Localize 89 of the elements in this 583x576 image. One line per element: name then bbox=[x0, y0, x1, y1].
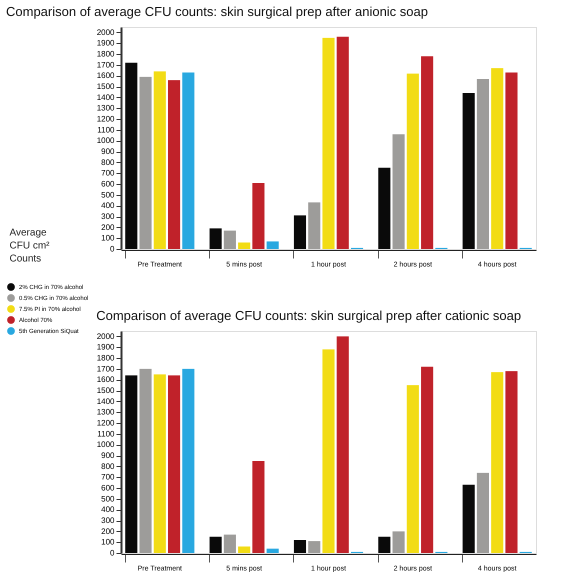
y-tick-label: 900 bbox=[101, 451, 116, 460]
chart-title: Comparison of average CFU counts: skin surgical prep after anionic soap bbox=[6, 4, 428, 19]
y-tick-label: 500 bbox=[101, 190, 116, 200]
y-tick-label: 700 bbox=[101, 472, 116, 482]
bar bbox=[224, 230, 236, 249]
bar bbox=[154, 374, 166, 553]
y-tick-label: 600 bbox=[101, 180, 116, 189]
y-tick-label: 1100 bbox=[97, 429, 116, 438]
y-tick-label: 1100 bbox=[97, 125, 116, 134]
y-tick-label: 2000 bbox=[96, 28, 116, 37]
y-tick-label: 800 bbox=[101, 462, 116, 471]
y-tick-label: 1900 bbox=[96, 38, 116, 48]
bar bbox=[421, 366, 434, 553]
bar bbox=[462, 93, 475, 249]
bar bbox=[224, 534, 236, 553]
bar bbox=[421, 56, 434, 249]
y-tick-label: 200 bbox=[101, 222, 116, 232]
bar bbox=[168, 375, 180, 553]
bar bbox=[308, 202, 320, 249]
y-tick-label: 1600 bbox=[96, 71, 116, 80]
y-tick-label: 1700 bbox=[96, 364, 116, 374]
bar bbox=[154, 71, 166, 249]
y-tick-label: 0 bbox=[110, 548, 116, 558]
y-tick-label: 100 bbox=[101, 234, 116, 243]
y-tick-label: 1500 bbox=[96, 82, 116, 92]
bar bbox=[182, 368, 194, 553]
bar bbox=[210, 228, 222, 249]
bar bbox=[378, 168, 390, 249]
y-tick-label: 1300 bbox=[96, 408, 116, 417]
y-tick-label: 400 bbox=[101, 201, 116, 210]
bar bbox=[392, 134, 405, 249]
bar bbox=[139, 76, 152, 249]
y-tick-label: 1700 bbox=[96, 60, 116, 70]
bar bbox=[476, 78, 489, 249]
y-tick-label: 1000 bbox=[96, 440, 116, 450]
y-axis-title: Average CFU cm² Counts bbox=[10, 228, 50, 264]
y-tick-label: 300 bbox=[101, 516, 116, 526]
y-tick-label: 1600 bbox=[96, 375, 116, 384]
bar bbox=[336, 336, 349, 553]
y-tick-label: 1400 bbox=[96, 396, 116, 406]
y-tick-label: 1900 bbox=[96, 342, 116, 352]
chart-title: Comparison of average CFU counts: skin surgical prep after cationic soap bbox=[96, 308, 522, 323]
y-tick-label: 1500 bbox=[96, 386, 116, 396]
bar bbox=[252, 182, 264, 249]
bar bbox=[322, 349, 335, 553]
y-tick-label: 500 bbox=[101, 494, 116, 504]
bar bbox=[168, 80, 180, 249]
y-tick-label: 1300 bbox=[96, 104, 116, 113]
bar bbox=[406, 385, 419, 553]
bar bbox=[322, 38, 335, 249]
y-tick-label: 700 bbox=[101, 168, 116, 178]
bar bbox=[139, 368, 152, 553]
y-tick-label: 200 bbox=[101, 526, 116, 536]
bar bbox=[336, 36, 349, 249]
bar bbox=[182, 72, 194, 249]
bar bbox=[238, 242, 250, 249]
bar bbox=[462, 484, 475, 553]
bar bbox=[491, 372, 504, 553]
bar bbox=[476, 472, 489, 553]
y-tick-label: 1400 bbox=[96, 92, 116, 102]
bar bbox=[238, 546, 250, 553]
y-tick-label: 900 bbox=[101, 147, 116, 156]
bar bbox=[210, 536, 222, 553]
bar bbox=[406, 74, 419, 249]
bar bbox=[392, 531, 405, 553]
bar bbox=[378, 536, 390, 553]
bar bbox=[125, 375, 138, 553]
bar bbox=[294, 215, 306, 249]
y-tick-label: 1200 bbox=[96, 114, 116, 124]
y-tick-label: 300 bbox=[101, 212, 116, 222]
bar bbox=[294, 540, 306, 553]
bar bbox=[266, 548, 279, 553]
bar bbox=[505, 72, 518, 249]
bar bbox=[266, 241, 279, 249]
bar bbox=[491, 68, 504, 249]
bar bbox=[252, 460, 264, 553]
y-tick-label: 1000 bbox=[96, 136, 116, 146]
y-tick-label: 1800 bbox=[96, 50, 116, 59]
y-tick-label: 100 bbox=[101, 538, 116, 547]
y-tick-label: 600 bbox=[101, 484, 116, 493]
bar bbox=[505, 371, 518, 553]
y-tick-label: 0 bbox=[110, 244, 116, 254]
y-tick-label: 800 bbox=[101, 158, 116, 167]
bar bbox=[308, 541, 320, 553]
y-tick-label: 1800 bbox=[96, 354, 116, 363]
bar bbox=[125, 62, 138, 249]
y-tick-label: 400 bbox=[101, 505, 116, 514]
y-tick-label: 1200 bbox=[96, 418, 116, 428]
y-tick-label: 2000 bbox=[96, 332, 116, 341]
